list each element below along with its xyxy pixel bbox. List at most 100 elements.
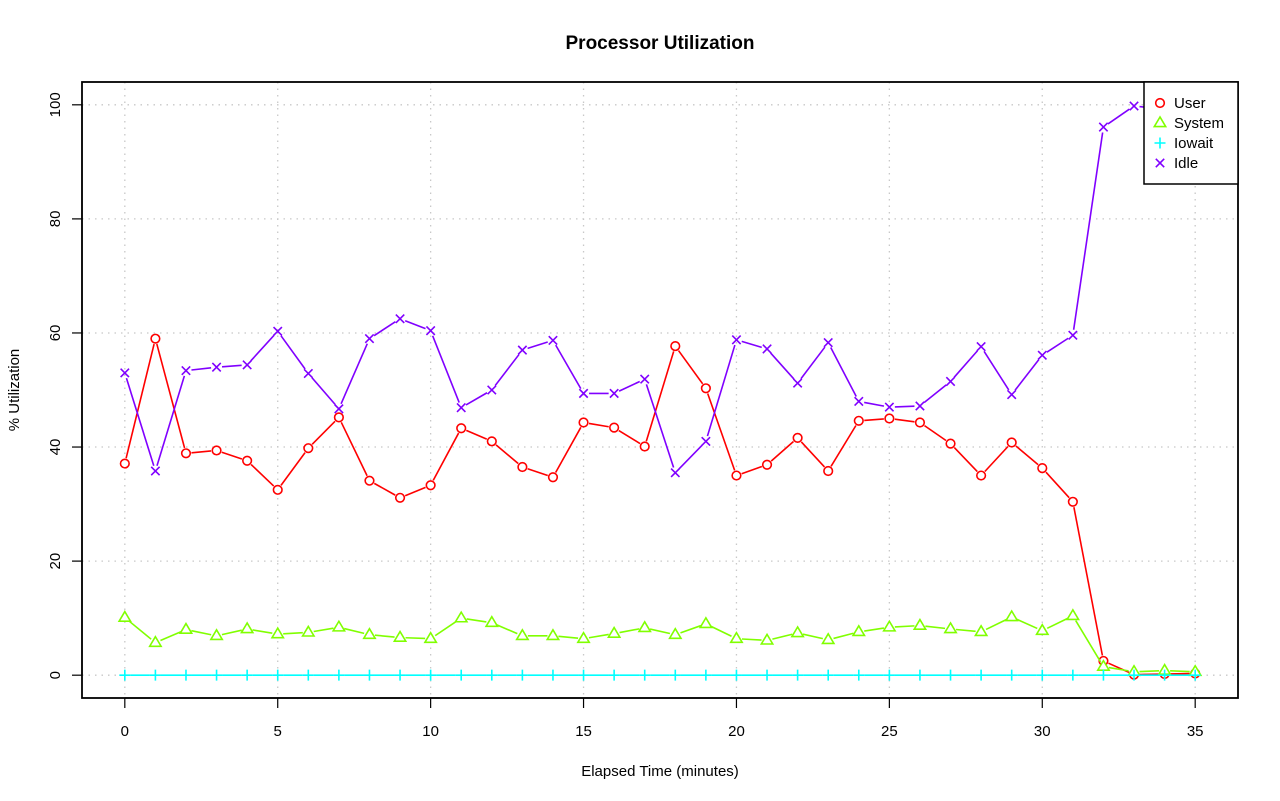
series-iowait	[119, 669, 1201, 681]
legend-label-system: System	[1174, 115, 1224, 132]
user-point	[119, 458, 130, 469]
idle-point	[120, 368, 130, 378]
idle-point	[517, 345, 528, 355]
system-point	[240, 621, 255, 634]
iowait-point	[578, 669, 590, 681]
idle-line-segment	[373, 321, 396, 337]
user-point	[1067, 496, 1078, 507]
idle-point	[364, 333, 375, 344]
data-series	[117, 101, 1203, 681]
x-tick-label: 35	[1187, 723, 1204, 740]
user-line-segment	[280, 452, 306, 486]
user-point	[547, 472, 559, 483]
user-line-segment	[311, 420, 336, 445]
system-line-segment	[128, 620, 152, 640]
user-point	[884, 413, 895, 424]
system-line-segment	[710, 625, 732, 638]
idle-line-segment	[494, 353, 520, 387]
system-point	[851, 624, 866, 637]
idle-line-segment	[125, 377, 155, 466]
user-line-segment	[527, 467, 549, 477]
idle-point	[762, 344, 772, 354]
user-line-segment	[340, 421, 368, 477]
idle-point	[915, 401, 925, 411]
series-user	[119, 333, 1201, 680]
idle-line-segment	[1107, 108, 1130, 125]
user-point	[976, 470, 987, 481]
user-point	[242, 455, 253, 466]
iowait-point	[333, 669, 345, 681]
idle-point	[792, 378, 803, 388]
idle-line-segment	[404, 319, 426, 330]
system-line-segment	[588, 633, 609, 639]
system-point	[484, 615, 499, 628]
user-line-segment	[125, 343, 155, 459]
user-point	[1037, 463, 1048, 474]
system-line-segment	[925, 625, 946, 630]
x-tick-label: 25	[881, 723, 898, 740]
idle-line-segment	[465, 392, 488, 406]
system-line-segment	[374, 634, 395, 638]
system-line-segment	[741, 638, 762, 641]
x-tick-label: 20	[728, 723, 745, 740]
legend-marker-user	[1154, 97, 1166, 109]
idle-line-segment	[706, 344, 736, 437]
system-line-segment	[649, 628, 671, 635]
system-point	[698, 616, 713, 629]
iowait-point	[822, 669, 834, 681]
idle-point	[548, 335, 558, 346]
user-line-segment	[984, 445, 1009, 473]
iowait-point	[455, 669, 467, 681]
user-line-segment	[953, 447, 978, 473]
idle-line-segment	[527, 341, 548, 350]
iowait-point	[211, 669, 223, 681]
system-point	[362, 627, 377, 640]
iowait-point	[883, 669, 895, 681]
user-point	[272, 484, 283, 495]
idle-line-segment	[1046, 337, 1069, 353]
idle-line-segment	[923, 384, 947, 404]
iowait-point	[363, 669, 375, 681]
iowait-point	[394, 669, 406, 681]
system-point	[209, 628, 224, 641]
system-line-segment	[344, 627, 365, 635]
chart-title: Processor Utilization	[566, 33, 755, 54]
y-tick-label: 100	[47, 92, 64, 117]
idle-point	[1006, 389, 1017, 400]
idle-line-segment	[953, 350, 979, 378]
system-line-segment	[405, 636, 426, 640]
system-line-segment	[680, 624, 701, 634]
user-line-segment	[830, 425, 857, 467]
iowait-point	[180, 669, 192, 681]
user-line-segment	[373, 482, 396, 496]
y-axis-label: % Utilization	[6, 349, 23, 432]
user-point	[853, 415, 864, 426]
iowait-point	[608, 669, 620, 681]
user-line-segment	[432, 432, 460, 481]
iowait-point	[302, 669, 314, 681]
user-point	[180, 448, 192, 459]
user-point	[425, 480, 436, 491]
x-tick-label: 10	[422, 723, 439, 740]
system-line-segment	[1170, 670, 1190, 673]
system-point	[423, 631, 438, 644]
iowait-point	[1128, 669, 1140, 681]
system-line-segment	[894, 625, 915, 628]
idle-point	[334, 404, 344, 414]
system-point	[912, 617, 928, 630]
user-point	[731, 470, 742, 481]
user-line-segment	[677, 350, 704, 385]
user-point	[364, 475, 375, 486]
system-point	[668, 627, 683, 640]
idle-point	[242, 360, 252, 370]
idle-point	[303, 368, 314, 379]
y-tick-label: 20	[47, 553, 64, 570]
user-point	[914, 417, 926, 428]
iowait-point	[516, 669, 528, 681]
x-tick-label: 0	[121, 723, 129, 740]
user-line-segment	[404, 486, 426, 497]
iowait-point	[975, 669, 987, 681]
user-point	[578, 417, 589, 428]
idle-line-segment	[678, 444, 703, 470]
